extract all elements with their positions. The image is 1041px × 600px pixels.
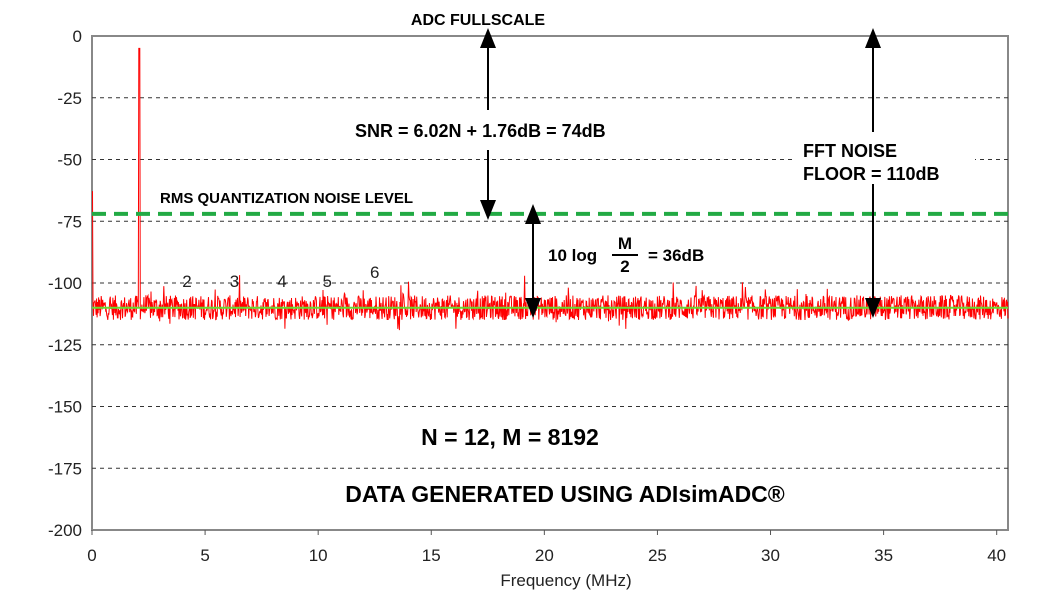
y-tick-label: -25 bbox=[57, 89, 82, 108]
params-label: N = 12, M = 8192 bbox=[421, 424, 599, 450]
x-tick-label: 30 bbox=[761, 546, 780, 565]
gain-prefix: 10 log bbox=[548, 246, 597, 265]
y-axis: 0 -25 -50 -75 -100 -125 -150 -175 -200 bbox=[48, 27, 82, 540]
harmonic-label: 5 bbox=[322, 272, 331, 291]
credit-label: DATA GENERATED USING ADIsimADC® bbox=[345, 481, 785, 507]
y-tick-label: -150 bbox=[48, 398, 82, 417]
gain-suffix: = 36dB bbox=[648, 246, 704, 265]
y-tick-label: -100 bbox=[48, 274, 82, 293]
snr-label: SNR = 6.02N + 1.76dB = 74dB bbox=[355, 121, 606, 141]
y-tick-label: 0 bbox=[73, 27, 82, 46]
harmonic-label: 6 bbox=[370, 263, 379, 282]
fft-noise-label-1: FFT NOISE bbox=[803, 141, 897, 161]
adc-fullscale-label: ADC FULLSCALE bbox=[411, 12, 546, 29]
x-tick-label: 40 bbox=[987, 546, 1006, 565]
rms-quantization-label: RMS QUANTIZATION NOISE LEVEL bbox=[160, 190, 413, 207]
x-axis-label: Frequency (MHz) bbox=[500, 571, 631, 590]
x-tick-label: 35 bbox=[874, 546, 893, 565]
fft-noise-label-2: FLOOR = 110dB bbox=[803, 164, 940, 184]
y-tick-label: -75 bbox=[57, 212, 82, 231]
y-tick-label: -175 bbox=[48, 459, 82, 478]
x-tick-label: 20 bbox=[535, 546, 554, 565]
x-tick-label: 5 bbox=[200, 546, 209, 565]
harmonic-label: 4 bbox=[277, 272, 286, 291]
x-tick-label: 0 bbox=[87, 546, 96, 565]
y-tick-label: -50 bbox=[57, 151, 82, 170]
gain-numerator: M bbox=[618, 234, 632, 253]
gain-denominator: 2 bbox=[620, 257, 629, 276]
x-axis: 0 5 10 15 20 25 30 35 40 bbox=[87, 530, 1006, 565]
snr-label-bg bbox=[350, 110, 650, 150]
x-tick-label: 10 bbox=[309, 546, 328, 565]
x-tick-label: 25 bbox=[648, 546, 667, 565]
harmonic-labels: 2 3 4 5 6 bbox=[182, 263, 379, 291]
harmonic-label: 2 bbox=[182, 272, 191, 291]
y-tick-label: -125 bbox=[48, 336, 82, 355]
harmonic-label: 3 bbox=[230, 272, 239, 291]
grid bbox=[92, 97, 1008, 469]
fft-label-bg bbox=[795, 132, 975, 184]
x-tick-label: 15 bbox=[422, 546, 441, 565]
spectrum-line bbox=[92, 47, 1009, 331]
y-tick-label: -200 bbox=[48, 521, 82, 540]
